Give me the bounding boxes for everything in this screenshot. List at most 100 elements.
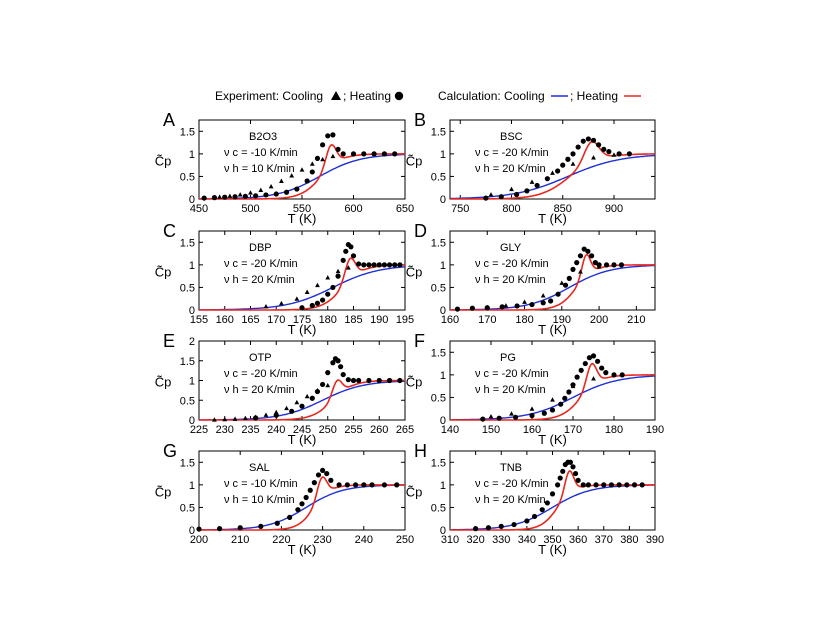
y-tick-label: 1: [440, 149, 446, 161]
experiment-heating-point: [328, 477, 334, 483]
x-tick-label: 240: [267, 424, 285, 436]
experiment-cooling-point: [315, 387, 320, 393]
experiment-heating-point: [394, 482, 400, 488]
panel-letter: H: [414, 441, 427, 461]
experiment-heating-point: [217, 526, 223, 532]
y-tick-label: 1: [440, 370, 446, 382]
panel-b: 750 800 850 900 0 0.5 1 1.5 T (K) C̃p B BSC ν c = -2…: [406, 110, 656, 226]
experiment-heating-point: [469, 305, 475, 311]
experiment-heating-point: [498, 523, 504, 529]
x-tick-label: 320: [466, 534, 484, 546]
y-tick-label: 1.5: [431, 237, 446, 249]
experiment-cooling-point: [258, 187, 264, 192]
experiment-heating-point: [560, 468, 566, 474]
experiment-cooling-point: [227, 193, 233, 198]
y-tick-label: 0.5: [431, 171, 446, 183]
legend-cooling-triangle: [331, 91, 341, 100]
experiment-heating-point: [483, 195, 489, 201]
x-tick-label: 370: [595, 534, 613, 546]
experiment-heating-point: [544, 500, 550, 506]
experiment-heating-point: [578, 367, 584, 373]
y-tick-label: 0.5: [431, 502, 446, 514]
experiment-heating-point: [558, 401, 564, 407]
experiment-heating-point: [303, 494, 309, 501]
experiment-heating-point: [330, 132, 336, 138]
y-axis-label: C̃p: [155, 374, 172, 389]
legend-heating-circle: [394, 91, 404, 101]
y-axis-label: C̃p: [155, 484, 172, 499]
experiment-cooling-point: [304, 393, 310, 399]
experiment-heating-point: [540, 300, 546, 306]
y-tick-label: 1: [440, 480, 446, 492]
x-tick-label: 350: [543, 534, 561, 546]
y-tick-label: 0: [440, 194, 446, 206]
experiment-heating-point: [325, 291, 331, 297]
experiment-cooling-point: [550, 397, 555, 402]
experiment-heating-point: [557, 475, 563, 481]
experiment-heating-point: [314, 300, 321, 306]
experiment-heating-point: [603, 262, 610, 268]
experiment-heating-point: [376, 377, 382, 384]
experiment-heating-point: [596, 142, 602, 148]
experiment-heating-point: [335, 146, 341, 152]
cooling-rate: ν c = -20 K/min: [224, 258, 298, 270]
experiment-heating-point: [386, 262, 393, 268]
experiment-heating-point: [498, 194, 504, 200]
experiment-heating-point: [320, 142, 326, 148]
x-tick-label: 800: [502, 203, 520, 215]
experiment-cooling-point: [522, 299, 527, 304]
y-tick-label: 0: [189, 415, 195, 427]
experiment-heating-point: [309, 169, 315, 175]
sample-name: BSC: [500, 131, 523, 143]
experiment-heating-point: [350, 253, 357, 259]
heating-rate: ν h = 20 K/min: [224, 274, 295, 286]
y-tick-label: 1: [189, 480, 195, 492]
experiment-heating-point: [222, 194, 228, 200]
cooling-rate: ν c = -10 K/min: [224, 147, 298, 159]
experiment-heating-point: [381, 151, 387, 157]
experiment-cooling-point: [509, 186, 514, 192]
y-axis-label: C̃p: [406, 153, 423, 168]
experiment-heating-point: [343, 248, 349, 254]
x-tick-label: 190: [370, 314, 388, 326]
experiment-heating-point: [529, 412, 535, 419]
experiment-heating-point: [352, 482, 359, 488]
panel-letter: A: [163, 110, 175, 130]
y-axis-label: C̃p: [155, 153, 172, 168]
panel-g: 200 210 220 230 240 250 0 0.5 1 1.5 T (K) C̃p G SAL ν …: [155, 441, 414, 557]
heating-rate: ν h = 20 K/min: [475, 163, 546, 175]
experiment-heating-point: [572, 470, 579, 477]
experiment-heating-point: [287, 514, 293, 520]
experiment-heating-point: [593, 482, 599, 488]
heating-rate: ν h = 10 K/min: [224, 163, 295, 175]
x-axis-label: T (K): [288, 322, 317, 337]
experiment-cooling-point: [232, 416, 238, 421]
y-tick-label: 1.5: [180, 356, 195, 368]
y-tick-label: 1: [189, 260, 195, 272]
experiment-heating-point: [345, 377, 351, 383]
experiment-cooling-point: [268, 183, 274, 189]
y-tick-label: 1: [440, 260, 446, 272]
panel-letter: B: [414, 110, 426, 130]
experiment-heating-point: [366, 262, 372, 268]
plot-frame: [449, 340, 656, 421]
y-tick-label: 0.5: [180, 502, 195, 514]
sample-name: B2O3: [249, 131, 277, 143]
experiment-heating-point: [616, 482, 622, 488]
experiment-heating-point: [392, 262, 398, 268]
experiment-cooling-point: [242, 415, 248, 421]
experiment-heating-point: [581, 246, 587, 252]
x-tick-label: 850: [554, 203, 572, 215]
x-tick-label: 160: [441, 314, 459, 326]
experiment-heating-point: [307, 487, 313, 493]
x-tick-label: 255: [344, 424, 362, 436]
experiment-heating-point: [589, 253, 595, 259]
experiment-cooling-point: [345, 265, 351, 270]
experiment-heating-point: [566, 389, 572, 395]
experiment-cooling-point: [309, 161, 315, 166]
x-tick-label: 170: [267, 314, 285, 326]
experiment-heating-point: [529, 301, 535, 308]
panel-h: 310 320 330 340 350 360 370 380 390 0 0.5 1 1.5 T (K)…: [406, 441, 664, 557]
heating-rate: ν h = 20 K/min: [475, 274, 546, 286]
experiment-heating-point: [592, 260, 598, 266]
